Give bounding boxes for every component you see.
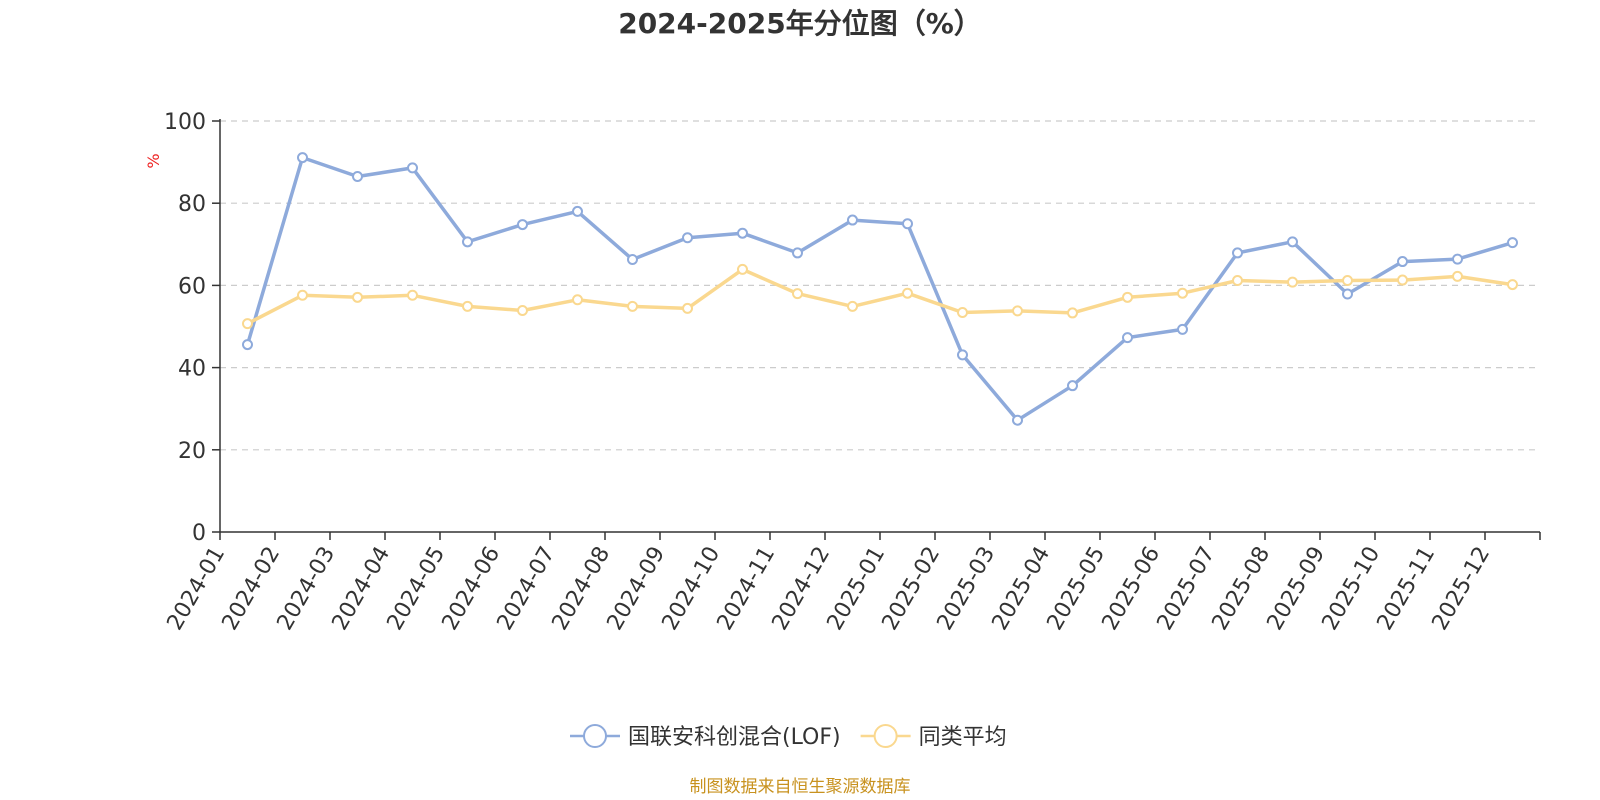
series-0-point[interactable] [1507,237,1518,249]
series-1-point[interactable] [1397,274,1408,286]
series-0-point[interactable] [517,219,528,231]
legend-item-0[interactable]: 国联安科创混合(LOF) [570,724,841,750]
series-1-point[interactable] [242,318,253,330]
series-0-point[interactable] [902,218,913,230]
legend[interactable]: 国联安科创混合(LOF) 同类平均 [570,724,1007,750]
series-1-point[interactable] [407,289,418,301]
legend-label: 同类平均 [919,725,1007,750]
series-group [242,152,1518,426]
series-1-point[interactable] [737,263,748,275]
series-1-point[interactable] [1452,270,1463,282]
series-1-point[interactable] [572,294,583,306]
y-tick-label: 40 [178,357,206,382]
chart-title: 2024-2025年分位图（%） [618,7,982,40]
series-1-point[interactable] [1232,274,1243,286]
axes [212,119,1541,540]
series-1-point[interactable] [682,302,693,314]
series-0-point[interactable] [1067,380,1078,392]
series-1-point[interactable] [627,300,638,312]
series-0-point[interactable] [407,162,418,174]
series-0-point[interactable] [957,349,968,361]
series-0-point[interactable] [1287,236,1298,248]
series-0-point[interactable] [1177,323,1188,335]
series-0-point[interactable] [242,339,253,351]
series-line-1 [245,267,1515,326]
series-1-point[interactable] [792,288,803,300]
series-0-point[interactable] [792,247,803,259]
y-tick-label: 80 [178,192,206,217]
series-0-point[interactable] [1397,256,1408,268]
y-axis-label: % [144,153,163,168]
series-1-point[interactable] [462,300,473,312]
series-1-point[interactable] [902,287,913,299]
series-0-point[interactable] [1232,247,1243,259]
y-tick-labels: 0 20 40 60 80 100 [164,110,206,546]
series-0-point[interactable] [682,232,693,244]
series-0-point[interactable] [847,214,858,226]
legend-item-1[interactable]: 同类平均 [860,724,1007,750]
y-tick-label: 60 [178,274,206,299]
y-tick-label: 100 [164,110,206,135]
legend-label: 国联安科创混合(LOF) [628,725,841,750]
series-1-point[interactable] [1012,305,1023,317]
series-1-point[interactable] [1067,307,1078,319]
series-1-point[interactable] [1177,287,1188,299]
series-0-point[interactable] [627,254,638,266]
series-1-point[interactable] [352,291,363,303]
legend-marker-icon [583,724,607,748]
series-1-point[interactable] [847,300,858,312]
series-1-point[interactable] [1287,276,1298,288]
series-1-point[interactable] [1507,279,1518,291]
series-line-0 [245,155,1515,422]
gridlines [220,120,1540,451]
y-tick-label: 0 [192,521,206,546]
series-1-point[interactable] [517,304,528,316]
legend-marker-icon [873,724,898,748]
series-0-point[interactable] [297,152,308,164]
series-0-point[interactable] [352,170,363,182]
series-1-point[interactable] [1342,274,1353,286]
series-0-point[interactable] [572,205,583,217]
series-0-point[interactable] [1452,253,1463,265]
series-1-point[interactable] [957,307,968,319]
series-1-point[interactable] [297,289,308,301]
y-tick-label: 20 [178,439,206,464]
series-0-point[interactable] [462,236,473,248]
series-1-point[interactable] [1122,291,1133,303]
series-0-point[interactable] [1012,414,1023,426]
series-0-point[interactable] [1122,332,1133,344]
data-source-note: 制图数据来自恒生聚源数据库 [690,777,911,797]
series-0-point[interactable] [737,227,748,239]
x-tick-labels: 2024-012024-022024-032024-042024-052024-… [163,543,1496,635]
series-0-point[interactable] [1342,288,1353,300]
